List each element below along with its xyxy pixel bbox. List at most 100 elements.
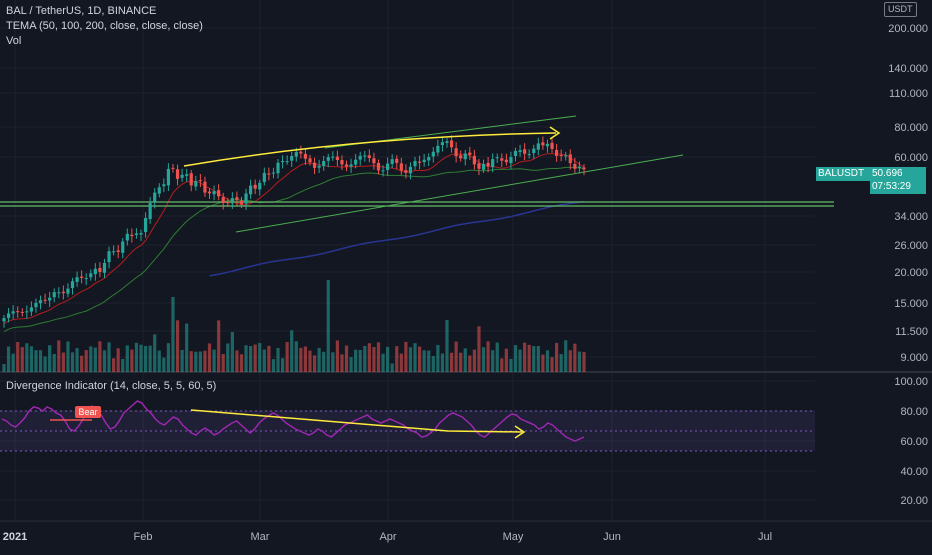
tema-legend[interactable]: TEMA (50, 100, 200, close, close, close) [6, 20, 203, 32]
price-tick-label: 26.000 [894, 240, 928, 252]
volume-bar [372, 346, 376, 372]
candle-body [29, 307, 34, 312]
candle [427, 153, 431, 166]
volume-bar [477, 326, 481, 372]
candle-body [408, 166, 413, 174]
volume-bar [358, 349, 362, 372]
volume-bar [422, 350, 426, 372]
candle [102, 258, 107, 279]
price-tick-label: 140.000 [888, 63, 928, 75]
candle-body [404, 170, 408, 173]
osc-tick-label: 60.00 [900, 436, 928, 448]
candle [244, 188, 248, 210]
candle-body [235, 197, 239, 200]
candle-body [239, 200, 244, 205]
volume-bar [404, 341, 408, 372]
candle-body [34, 302, 38, 308]
volume-bar [463, 348, 467, 372]
price-tick-label: 34.000 [894, 211, 928, 223]
volume-bar [203, 350, 207, 372]
candle-body [285, 161, 289, 163]
volume-bar [226, 343, 230, 372]
candle-body [125, 233, 129, 241]
candle [180, 168, 184, 182]
currency-unit-badge[interactable]: USDT [884, 2, 917, 17]
candle-body [194, 181, 198, 187]
volume-legend[interactable]: Vol [6, 35, 22, 47]
price-tick-label: 20.000 [894, 267, 928, 279]
candle-body [486, 162, 490, 167]
time-tick-label: Apr [379, 531, 396, 543]
candle [491, 153, 495, 173]
volume-bar [130, 349, 134, 372]
candle-body [162, 184, 166, 187]
volume-bar [303, 346, 308, 372]
symbol-legend[interactable]: BAL / TetherUS, 1D, BINANCE [6, 5, 157, 17]
candle-body [98, 267, 102, 272]
price-arrowhead [549, 126, 561, 140]
candle-body [472, 155, 476, 165]
volume-bar [271, 359, 276, 372]
volume-bar [98, 341, 102, 372]
candle-body [299, 151, 303, 154]
candle [16, 306, 20, 318]
candle-body [463, 153, 467, 160]
candle-body [102, 262, 107, 273]
candle [290, 151, 294, 167]
candle-body [185, 174, 189, 176]
candle [504, 153, 508, 166]
candle [43, 293, 47, 304]
candle-body [500, 158, 504, 161]
candle [449, 135, 454, 153]
candle [408, 162, 413, 180]
bear-label: Bear [78, 407, 97, 417]
candle-body [449, 140, 454, 148]
volume-bar [376, 342, 381, 372]
candle-body [459, 155, 463, 159]
volume-bar [48, 345, 52, 372]
oscillator-legend[interactable]: Divergence Indicator (14, close, 5, 5, 6… [6, 380, 217, 392]
volume-bar [564, 340, 568, 372]
candle-body [331, 156, 335, 158]
volume-bar [445, 320, 449, 372]
candle [194, 175, 198, 191]
candle [422, 153, 426, 167]
volume-bar [431, 356, 435, 372]
volume-bar [317, 347, 321, 372]
candle [390, 154, 394, 169]
candle-body [139, 233, 143, 235]
candle-body [427, 157, 431, 161]
candle [413, 156, 417, 171]
volume-bar [162, 357, 166, 372]
volume-bar [276, 347, 280, 372]
price-tick-label: 11.500 [895, 326, 928, 338]
bear-label-box [75, 406, 101, 418]
osc-tick-label: 80.00 [900, 406, 928, 418]
time-tick-label: Jul [758, 531, 772, 543]
volume-bar [57, 340, 61, 372]
candle [221, 192, 225, 210]
candle [363, 150, 367, 162]
volume-bar [38, 350, 43, 372]
candle-body [180, 174, 184, 178]
candle [331, 151, 335, 161]
candle [459, 150, 463, 162]
volume-bar [198, 351, 202, 372]
candle [573, 157, 577, 173]
volume-bar [495, 342, 499, 372]
candle-body [326, 157, 330, 161]
volume-bar [331, 352, 335, 372]
candle-body [518, 150, 522, 152]
candle-body [532, 148, 536, 154]
osc-arrowhead [514, 425, 526, 439]
volume-bar [116, 348, 120, 372]
candle [98, 262, 102, 278]
volume-bar [454, 341, 458, 372]
volume-bar [20, 347, 24, 372]
candle [495, 153, 499, 163]
volume-bar [312, 355, 317, 372]
volume-bar [175, 320, 180, 372]
volume-bar [523, 342, 527, 372]
